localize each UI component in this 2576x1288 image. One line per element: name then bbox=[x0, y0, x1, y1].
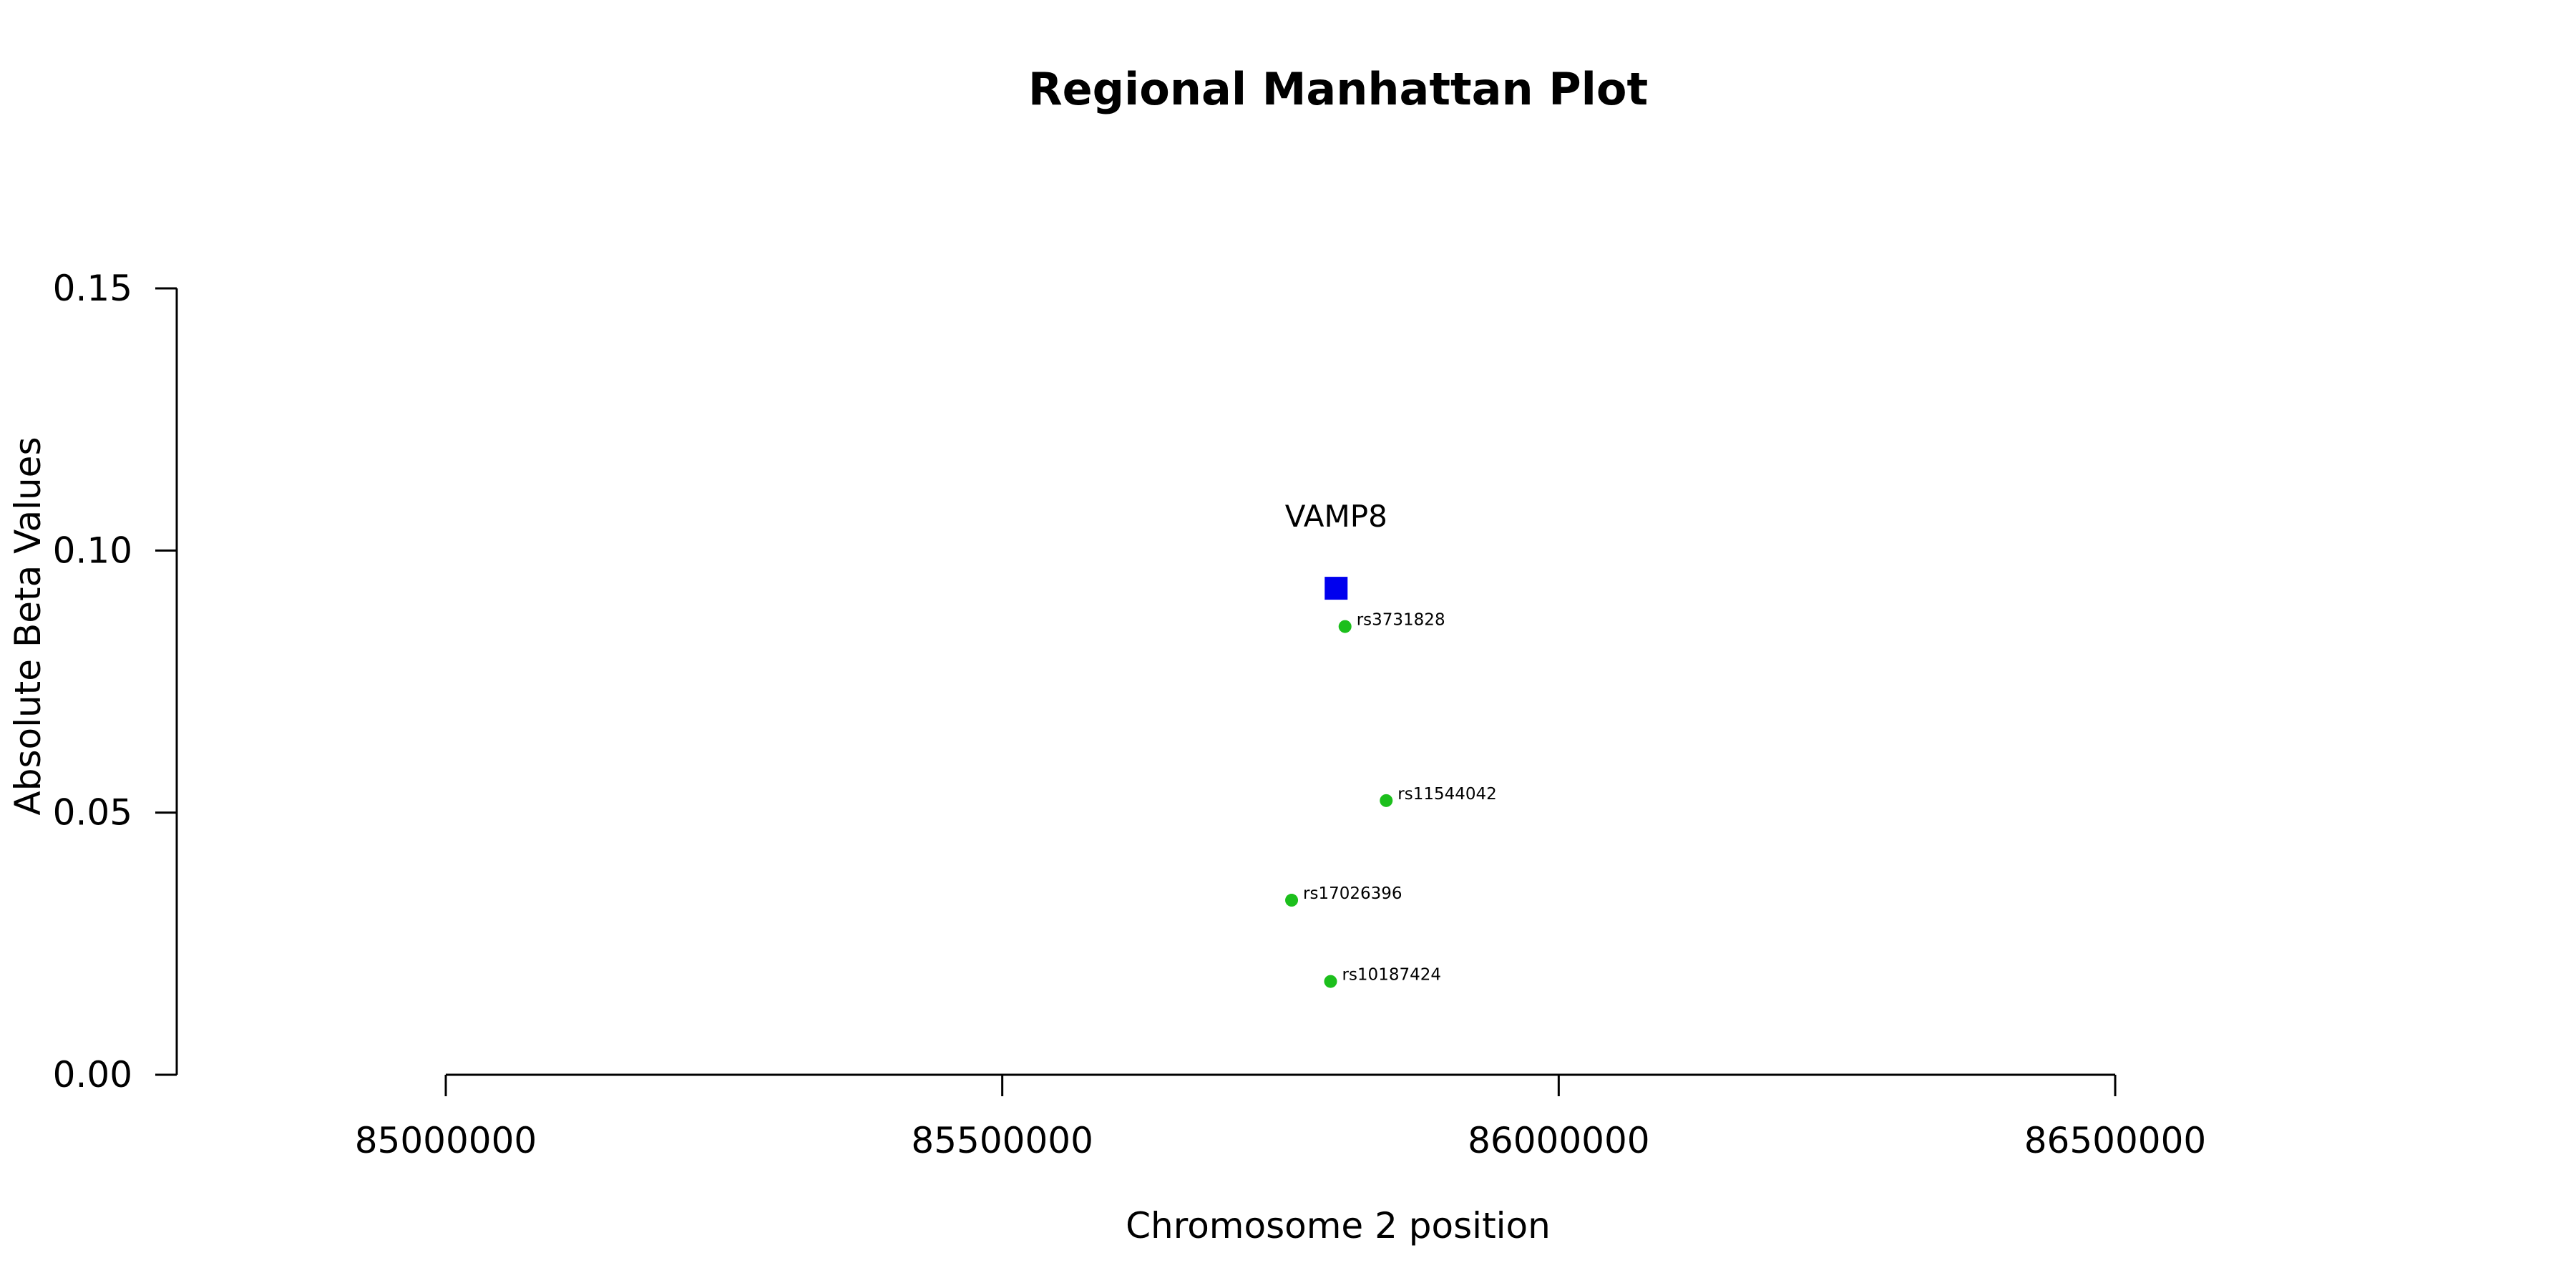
x-tick-label: 86000000 bbox=[1468, 1120, 1650, 1161]
x-tick-label: 85000000 bbox=[355, 1120, 537, 1161]
x-axis: 85000000 85500000 86000000 86500000 bbox=[355, 1073, 2207, 1161]
snp-label: rs17026396 bbox=[1303, 884, 1402, 903]
snp-label: rs11544042 bbox=[1397, 785, 1497, 804]
x-tick-label: 85500000 bbox=[911, 1120, 1093, 1161]
y-axis: 0.00 0.05 0.10 0.15 bbox=[53, 268, 178, 1096]
chart-title: Regional Manhattan Plot bbox=[1028, 63, 1648, 115]
gene-marker bbox=[1324, 577, 1348, 600]
snp-point bbox=[1338, 620, 1352, 633]
snp-label: rs10187424 bbox=[1342, 966, 1441, 985]
y-tick-label: 0.10 bbox=[53, 530, 132, 571]
y-tick-label: 0.15 bbox=[53, 268, 132, 309]
y-axis-label: Absolute Beta Values bbox=[7, 437, 49, 816]
y-tick-label: 0.00 bbox=[53, 1054, 132, 1096]
y-tick-label: 0.05 bbox=[53, 792, 132, 834]
snp-point bbox=[1285, 894, 1299, 907]
snp-point bbox=[1380, 794, 1393, 807]
x-axis-label: Chromosome 2 position bbox=[1126, 1205, 1551, 1246]
data-points: rs3731828 rs11544042 rs17026396 rs10187424 V… bbox=[1285, 499, 1497, 988]
snp-label: rs3731828 bbox=[1357, 611, 1445, 630]
gene-label: VAMP8 bbox=[1285, 499, 1387, 534]
x-tick-label: 86500000 bbox=[2024, 1120, 2207, 1161]
snp-point bbox=[1324, 975, 1337, 988]
